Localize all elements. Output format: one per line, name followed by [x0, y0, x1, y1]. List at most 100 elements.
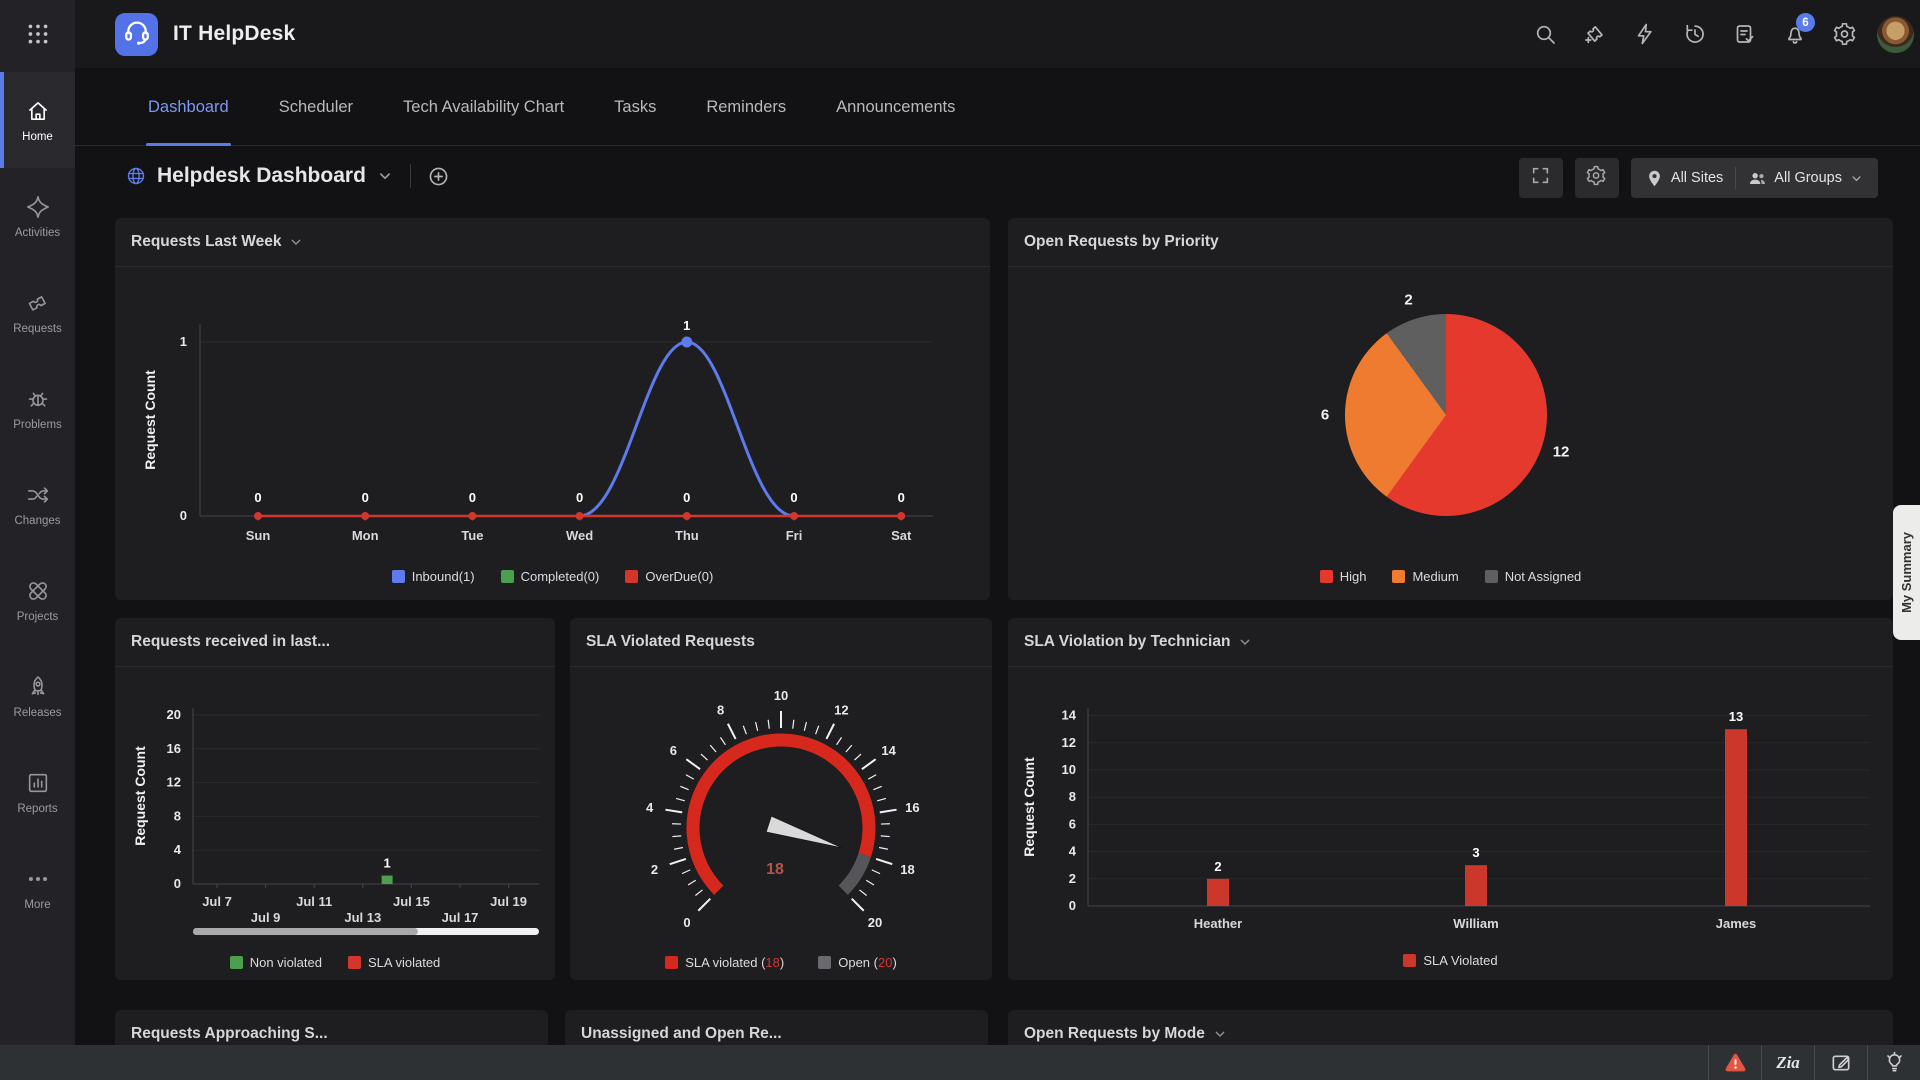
svg-text:18: 18 [766, 861, 784, 878]
svg-text:Request Count: Request Count [142, 370, 158, 470]
svg-text:14: 14 [881, 743, 896, 758]
apps-grid-icon [25, 21, 51, 47]
dashboard-settings-button[interactable] [1574, 158, 1619, 198]
legend-item[interactable]: High [1319, 569, 1366, 584]
priority-pie-chart[interactable] [1345, 314, 1547, 516]
sidebar-item-changes[interactable]: Changes [0, 456, 75, 552]
tab-announcements[interactable]: Announcements [836, 97, 956, 116]
sidebar-item-requests[interactable]: Requests [0, 264, 75, 360]
fullscreen-button[interactable] [1518, 158, 1563, 198]
my-summary-tab[interactable]: My Summary [1893, 505, 1920, 640]
chart-legend: Non violated SLA violated [115, 955, 555, 970]
requests-last-week-chart[interactable]: 0 1 Request Count Sun Mon Tue Wed Thu Fri Sat 0 0 0 0… [115, 266, 990, 556]
chevron-down-icon[interactable] [1212, 1026, 1228, 1042]
svg-text:Sun: Sun [246, 528, 271, 543]
tab-tech-availability-chart[interactable]: Tech Availability Chart [403, 97, 565, 116]
more-icon [25, 866, 51, 892]
tab-dashboard[interactable]: Dashboard [146, 68, 231, 146]
alert-icon[interactable] [1708, 1045, 1761, 1080]
svg-text:1: 1 [180, 334, 187, 349]
releases-icon [25, 674, 51, 700]
sidebar-item-activities[interactable]: Activities [0, 168, 75, 264]
suggestions-icon[interactable] [1867, 1045, 1920, 1080]
tab-scheduler[interactable]: Scheduler [278, 97, 354, 116]
all-sites-button[interactable]: All Sites [1645, 169, 1723, 188]
svg-text:Jul 15: Jul 15 [393, 894, 430, 909]
svg-text:0: 0 [254, 490, 261, 505]
legend-item[interactable]: SLA Violated [1403, 953, 1498, 968]
search-icon[interactable] [1533, 22, 1557, 46]
requests-icon [25, 290, 51, 316]
svg-text:12: 12 [834, 702, 848, 717]
svg-text:16: 16 [167, 741, 181, 756]
legend-item[interactable]: Inbound(1) [391, 569, 475, 584]
approvals-icon[interactable] [1733, 22, 1757, 46]
history-icon[interactable] [1683, 22, 1707, 46]
card-title-row: Open Requests by Priority [1008, 218, 1893, 267]
card-requests-last-week: Requests Last Week 0 1 Request Count Sun Mon… [115, 218, 990, 600]
chart-legend: High Medium Not Assigned [1008, 569, 1893, 584]
card-title: SLA Violation by Technician [1024, 633, 1231, 650]
sidebar-item-projects[interactable]: Projects [0, 552, 75, 648]
bar-chart-area: 0 2 4 6 8 10 12 14 2 Heather 3 William 13 James Reques… [1008, 666, 1893, 980]
svg-text:4: 4 [646, 800, 654, 815]
svg-text:0: 0 [683, 490, 690, 505]
sla-gauge-chart[interactable]: 0 2 4 6 8 10 12 14 16 18 20 18 [570, 666, 992, 966]
tab-reminders[interactable]: Reminders [706, 97, 787, 116]
sidebar-item-releases[interactable]: Releases [0, 648, 75, 744]
svg-text:8: 8 [717, 702, 724, 717]
card-title-row: Open Requests by Mode [1008, 1010, 1893, 1058]
svg-text:Thu: Thu [675, 528, 699, 543]
sidebar-item-home[interactable]: Home [0, 72, 75, 168]
legend-item[interactable]: Completed(0) [500, 569, 599, 584]
legend-item[interactable]: Not Assigned [1484, 569, 1581, 584]
apps-grid-button[interactable] [0, 0, 75, 68]
bar-chart-area: 0 4 8 12 16 20 Jul 7 Jul 9 Jul 11 Jul 13 Jul 15 Jul… [115, 666, 555, 980]
svg-text:10: 10 [1062, 762, 1076, 777]
tab-tasks[interactable]: Tasks [614, 97, 657, 116]
svg-text:16: 16 [905, 800, 919, 815]
compose-icon[interactable] [1814, 1045, 1867, 1080]
legend-item[interactable]: Open (20) [818, 955, 897, 970]
quick-actions-icon[interactable] [1633, 22, 1657, 46]
svg-text:8: 8 [1069, 789, 1076, 804]
card-title: Open Requests by Priority [1024, 233, 1219, 250]
sidebar-item-more[interactable]: More [0, 840, 75, 936]
dashboard-title[interactable]: Helpdesk Dashboard [157, 164, 366, 187]
zia-icon[interactable]: Zia [1761, 1045, 1814, 1080]
svg-text:6: 6 [1069, 816, 1076, 831]
sidebar-item-reports[interactable]: Reports [0, 744, 75, 840]
svg-text:Mon: Mon [352, 528, 379, 543]
sla-by-technician-chart[interactable]: 0 2 4 6 8 10 12 14 2 Heather 3 William 13 James Reques… [1008, 666, 1893, 936]
dashboard-chevron-down-icon[interactable] [376, 167, 394, 185]
line-chart-area: 0 1 Request Count Sun Mon Tue Wed Thu Fri Sat 0 0 0 0… [115, 266, 990, 600]
chevron-down-icon[interactable] [288, 234, 304, 250]
svg-text:Tue: Tue [461, 528, 483, 543]
svg-text:Jul 19: Jul 19 [490, 894, 527, 909]
svg-text:Jul 9: Jul 9 [251, 910, 281, 925]
header-divider [409, 164, 411, 188]
pill-divider [1735, 167, 1737, 189]
add-request-icon[interactable] [1583, 22, 1607, 46]
legend-item[interactable]: SLA violated [348, 955, 440, 970]
all-groups-button[interactable]: All Groups [1748, 169, 1864, 188]
app-title: IT HelpDesk [173, 22, 296, 45]
add-dashboard-icon[interactable] [427, 165, 450, 188]
legend-item[interactable]: SLA violated (18) [665, 955, 784, 970]
svg-text:1: 1 [383, 856, 390, 871]
legend-item[interactable]: Non violated [229, 955, 322, 970]
notifications-icon[interactable]: 6 [1783, 13, 1815, 46]
svg-text:Fri: Fri [786, 528, 803, 543]
svg-text:Jul 13: Jul 13 [344, 910, 381, 925]
svg-text:20: 20 [167, 707, 181, 722]
all-sites-label: All Sites [1670, 170, 1724, 186]
sidebar-item-problems[interactable]: Problems [0, 360, 75, 456]
legend-item[interactable]: OverDue(0) [625, 569, 713, 584]
svg-text:0: 0 [898, 490, 905, 505]
legend-item[interactable]: Medium [1392, 569, 1459, 584]
user-avatar[interactable] [1877, 15, 1914, 53]
all-groups-label: All Groups [1774, 170, 1842, 186]
chevron-down-icon[interactable] [1237, 634, 1253, 650]
requests-received-chart[interactable]: 0 4 8 12 16 20 Jul 7 Jul 9 Jul 11 Jul 13 Jul 15 Jul… [115, 666, 555, 946]
settings-icon[interactable] [1833, 22, 1857, 46]
